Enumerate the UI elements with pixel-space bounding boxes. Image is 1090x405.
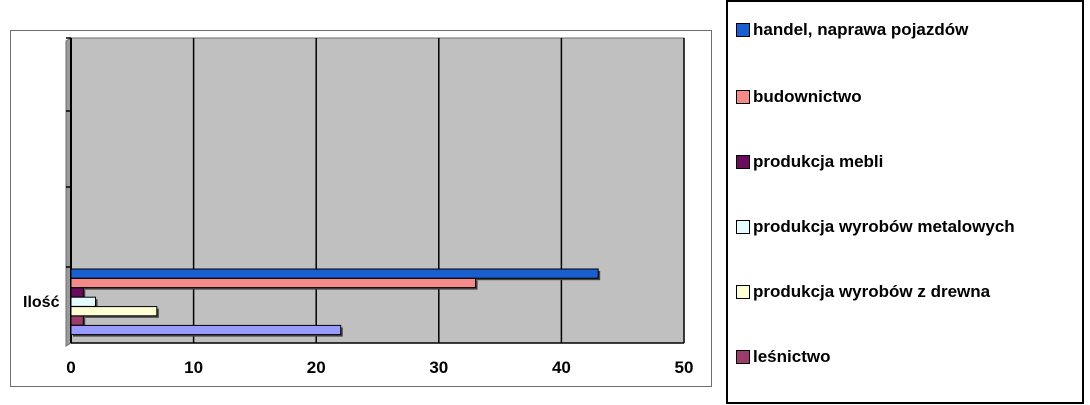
legend-swatch xyxy=(736,220,750,234)
x-tick-label: 10 xyxy=(184,358,203,377)
bar xyxy=(70,324,342,336)
legend-item: leśnictwo xyxy=(736,347,830,367)
legend-item: produkcja wyrobów metalowych xyxy=(736,217,1015,237)
bar xyxy=(70,315,84,326)
legend-label: budownictwo xyxy=(753,87,862,106)
legend: handel, naprawa pojazdów budownictwo produ… xyxy=(726,0,1084,404)
legend-label: produkcja wyrobów z drewna xyxy=(753,282,991,301)
legend-label: handel, naprawa pojazdów xyxy=(753,20,969,39)
legend-swatch xyxy=(736,285,750,299)
category-label: Ilość xyxy=(23,294,60,311)
legend-item: produkcja wyrobów z drewna xyxy=(736,282,990,302)
legend-swatch xyxy=(736,350,750,364)
legend-item: budownictwo xyxy=(736,87,862,107)
x-tick-label: 50 xyxy=(675,358,694,377)
bar xyxy=(70,287,84,298)
legend-swatch xyxy=(736,90,750,104)
legend-label: leśnictwo xyxy=(753,347,831,366)
plot-background xyxy=(70,37,685,344)
bar-chart: 0 10 20 30 40 50 Ilość xyxy=(23,37,694,377)
x-tick-label: 20 xyxy=(307,358,326,377)
bar xyxy=(70,268,599,279)
legend-item: handel, naprawa pojazdów xyxy=(736,20,968,40)
x-tick-label: 0 xyxy=(66,358,75,377)
legend-item: produkcja mebli xyxy=(736,152,883,172)
legend-label: produkcja mebli xyxy=(753,152,884,171)
bar xyxy=(70,306,158,317)
bar xyxy=(70,296,97,307)
legend-swatch xyxy=(736,23,750,37)
x-tick-label: 40 xyxy=(552,358,571,377)
x-tick-label: 30 xyxy=(429,358,448,377)
legend-label: produkcja wyrobów metalowych xyxy=(753,217,1015,236)
legend-swatch xyxy=(736,155,750,169)
bar xyxy=(70,277,477,289)
chart-area: 0 10 20 30 40 50 Ilość xyxy=(10,30,712,387)
